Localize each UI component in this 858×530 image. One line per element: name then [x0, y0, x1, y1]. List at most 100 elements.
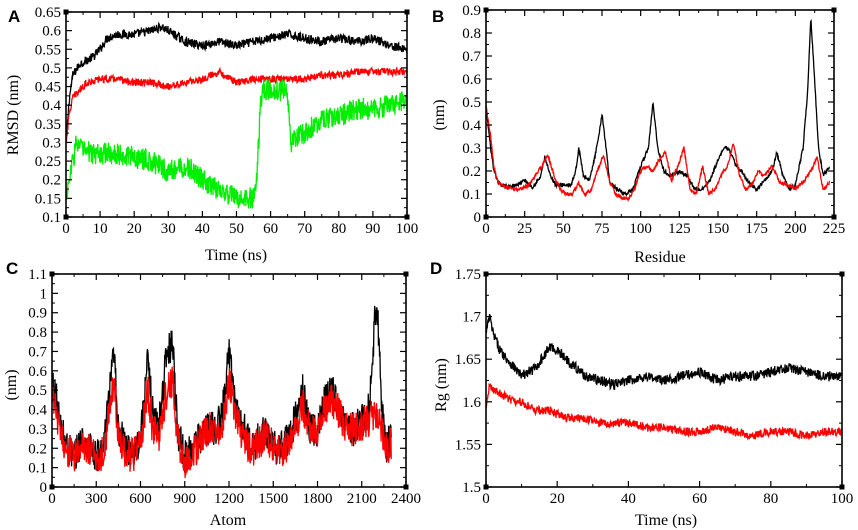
xtick-label-c-6: 1800 — [303, 491, 333, 507]
ytick-label-c-11: 1.1 — [28, 267, 47, 283]
ytick-label-b-2: 0.2 — [462, 164, 481, 180]
series-line-a-black — [66, 21, 407, 142]
panel-label-d: D — [430, 259, 442, 278]
ytick-label-a-7: 0.45 — [35, 80, 61, 96]
ytick-label-b-1: 0.1 — [462, 187, 481, 203]
plot-frame-b — [485, 9, 835, 218]
xtick-label-a-2: 20 — [127, 221, 142, 237]
panel-c: C Atom (nm) 0 300 600 900 1200 1500 1800 2100 24… — [3, 259, 421, 529]
ytick-label-a-8: 0.5 — [42, 61, 61, 77]
series-line-c-red — [52, 366, 392, 479]
ytick-label-c-1: 0.1 — [28, 461, 47, 477]
ytick-label-b-8: 0.8 — [462, 26, 481, 42]
ytick-label-d-3: 1.65 — [455, 352, 481, 368]
xtick-label-b-9: 225 — [823, 221, 846, 237]
ytick-label-a-6: 0.4 — [42, 98, 61, 114]
xtick-label-a-7: 70 — [297, 221, 312, 237]
ytick-label-c-2: 0.2 — [28, 441, 47, 457]
plot-area-b: 0 25 50 75 100 125 150 175 200 225 0 0.1 0.2 0.3 0.4 0.… — [462, 3, 845, 237]
xtick-label-b-1: 25 — [517, 221, 532, 237]
plot-area-d: 0 20 40 60 80 100 1.5 1.55 1.6 1.65 1.7 1.75 — [455, 267, 854, 507]
ytick-label-b-7: 0.7 — [462, 49, 481, 65]
ytick-label-c-8: 0.8 — [28, 325, 47, 341]
ytick-label-c-6: 0.6 — [28, 364, 47, 380]
xtick-label-b-5: 125 — [668, 221, 691, 237]
ytick-label-c-3: 0.3 — [28, 422, 47, 438]
xtick-label-a-10: 100 — [396, 221, 419, 237]
series-line-a-green — [66, 79, 407, 209]
xtick-label-b-3: 75 — [595, 221, 610, 237]
panel-label-b: B — [432, 7, 444, 26]
plot-area-a: 0 10 20 30 40 50 60 70 80 90 100 0.1 0.15 0.2 0.25 0.3 0… — [35, 5, 419, 237]
ytick-label-b-3: 0.3 — [462, 141, 481, 157]
xtick-label-a-3: 30 — [161, 221, 176, 237]
ytick-label-b-6: 0.6 — [462, 72, 481, 88]
ytick-label-b-5: 0.5 — [462, 95, 481, 111]
ytick-label-a-1: 0.15 — [35, 191, 61, 207]
ytick-label-b-4: 0.4 — [462, 118, 481, 134]
xtick-label-b-4: 100 — [629, 221, 652, 237]
xtick-label-b-6: 150 — [707, 221, 730, 237]
xtick-label-c-4: 1200 — [214, 491, 244, 507]
xtick-label-a-9: 90 — [365, 221, 380, 237]
series-line-d-red — [486, 382, 842, 441]
ytick-label-a-0: 0.1 — [42, 210, 61, 226]
xtick-label-c-7: 2100 — [347, 491, 377, 507]
xtick-label-a-4: 40 — [195, 221, 210, 237]
ytick-label-d-2: 1.6 — [462, 395, 481, 411]
xtick-label-d-3: 60 — [692, 491, 707, 507]
xtick-label-d-1: 20 — [550, 491, 565, 507]
panel-label-c: C — [6, 259, 18, 278]
xtick-label-b-8: 200 — [784, 221, 807, 237]
xtick-label-a-5: 50 — [229, 221, 244, 237]
ytick-label-a-9: 0.55 — [35, 42, 61, 58]
xtick-label-d-2: 40 — [621, 491, 636, 507]
xtick-label-b-2: 50 — [556, 221, 571, 237]
ytick-label-b-0: 0 — [474, 210, 482, 226]
xtick-label-c-3: 900 — [174, 491, 197, 507]
ytick-label-a-10: 0.6 — [42, 24, 61, 40]
panel-a: A Time (ns) RMSD (nm) 0 10 20 30 40 50 60 70 80 9… — [5, 5, 418, 264]
ytick-label-d-4: 1.7 — [462, 310, 481, 326]
plot-area-c: 0 300 600 900 1200 1500 1800 2100 240000.10.20.3… — [28, 267, 421, 507]
series-line-b-red — [486, 105, 831, 202]
ytick-label-c-10: 1 — [40, 286, 48, 302]
xtick-label-c-1: 300 — [85, 491, 108, 507]
xtick-label-d-5: 100 — [831, 491, 854, 507]
xtick-label-b-0: 0 — [482, 221, 490, 237]
xtick-label-c-0: 0 — [48, 491, 56, 507]
series-line-c-black — [52, 305, 392, 473]
xtick-label-d-0: 0 — [482, 491, 490, 507]
ylabel-d: Rg (nm) — [433, 358, 450, 412]
xtick-label-c-8: 2400 — [391, 491, 421, 507]
ylabel-a: RMSD (nm) — [5, 75, 22, 155]
ytick-label-b-9: 0.9 — [462, 3, 481, 19]
ylabel-b: (nm) — [431, 99, 448, 130]
panel-d: D Time (ns) Rg (nm) 0 20 40 60 80 100 1.5 1.55 1… — [430, 259, 853, 529]
xtick-label-a-8: 80 — [331, 221, 346, 237]
xlabel-b: Residue — [634, 249, 686, 266]
ytick-label-a-11: 0.65 — [35, 5, 61, 21]
ytick-label-a-2: 0.2 — [42, 173, 61, 189]
ytick-label-c-0: 0 — [40, 480, 48, 496]
ytick-label-c-5: 0.5 — [28, 383, 47, 399]
xtick-label-d-4: 80 — [763, 491, 778, 507]
xlabel-d: Time (ns) — [635, 512, 697, 529]
ytick-label-a-3: 0.25 — [35, 154, 61, 170]
series-line-d-black — [486, 314, 842, 391]
panel-b: B Residue (nm) 0 25 50 75 100 125 150 175 200 225… — [431, 3, 845, 266]
xtick-label-c-5: 1500 — [258, 491, 288, 507]
xlabel-c: Atom — [210, 512, 247, 529]
xtick-label-c-2: 600 — [129, 491, 152, 507]
ytick-label-c-4: 0.4 — [28, 403, 47, 419]
ytick-label-d-1: 1.55 — [455, 437, 481, 453]
xtick-label-b-7: 175 — [745, 221, 768, 237]
ytick-label-a-4: 0.3 — [42, 135, 61, 151]
ylabel-c: (nm) — [3, 369, 20, 400]
ytick-label-d-5: 1.75 — [455, 267, 481, 283]
xtick-label-a-1: 10 — [93, 221, 108, 237]
panel-label-a: A — [8, 7, 20, 26]
ytick-label-a-5: 0.35 — [35, 117, 61, 133]
series-line-b-black — [486, 18, 830, 197]
